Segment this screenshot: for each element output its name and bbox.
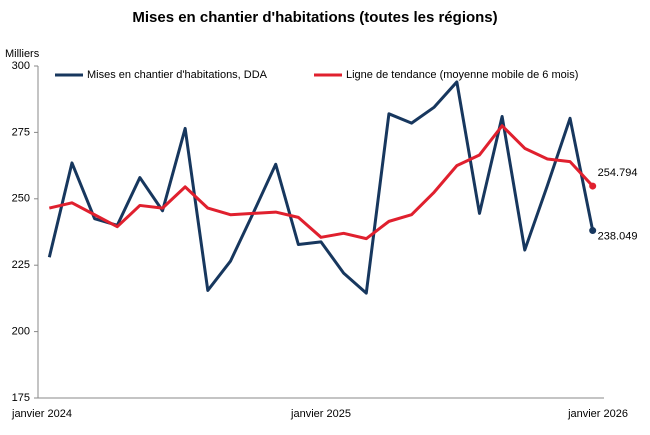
y-tick-label: 275	[12, 126, 30, 138]
y-tick-label: 225	[12, 259, 30, 271]
x-tick-label: janvier 2025	[290, 408, 351, 420]
legend-label: Mises en chantier d'habitations, DDA	[87, 69, 268, 81]
data-label: 238.049	[598, 230, 638, 242]
y-tick-label: 175	[12, 392, 30, 404]
end-point	[589, 227, 597, 235]
series-line	[48, 124, 594, 241]
y-tick-label: 250	[12, 193, 30, 205]
y-tick-label: 300	[12, 60, 30, 72]
chart-title: Mises en chantier d'habitations (toutes …	[132, 9, 497, 26]
y-tick-label: 200	[12, 326, 30, 338]
end-point	[589, 182, 597, 190]
x-tick-label: janvier 2024	[11, 408, 72, 420]
series-line	[47, 80, 595, 295]
legend-label: Ligne de tendance (moyenne mobile de 6 m…	[346, 69, 578, 81]
y-axis-label: Milliers	[5, 48, 40, 60]
data-label: 254.794	[598, 167, 638, 179]
x-tick-label: janvier 2026	[567, 408, 628, 420]
